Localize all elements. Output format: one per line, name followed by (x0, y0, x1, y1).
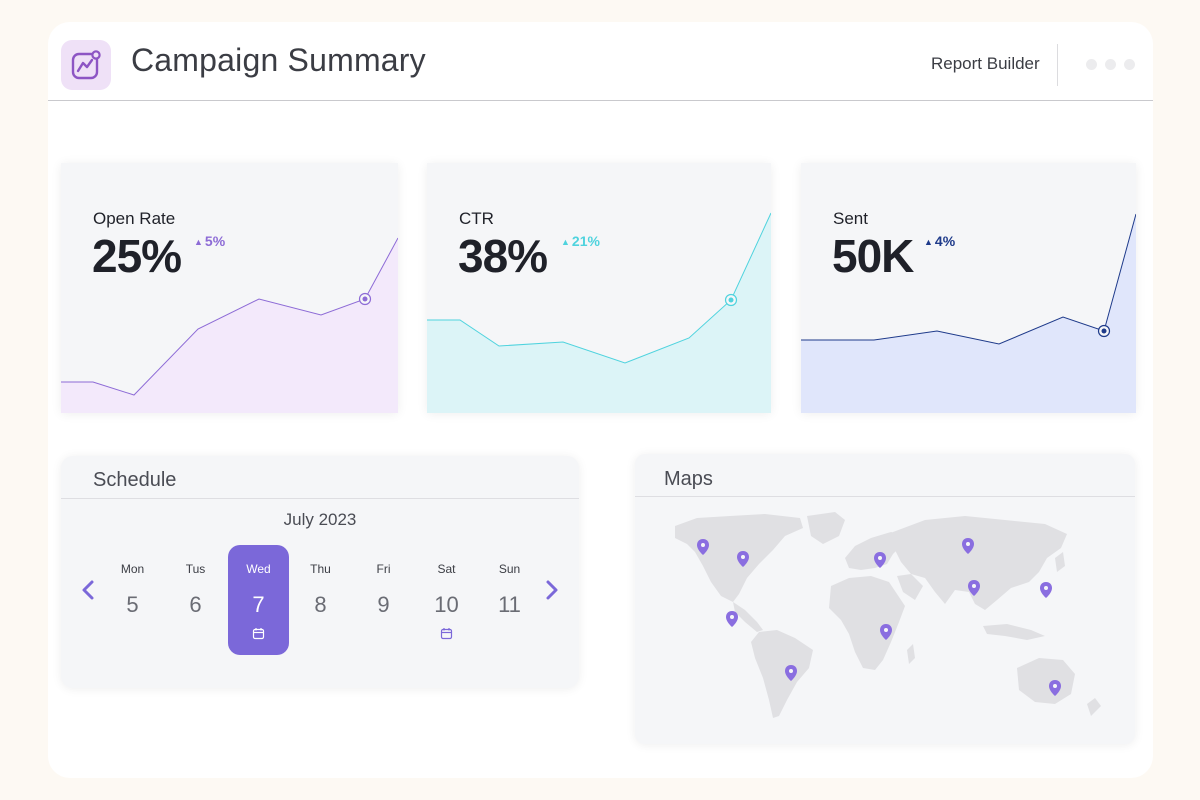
chevron-right-icon[interactable] (539, 576, 565, 604)
metric-card-ctr: CTR 38% ▲ 21% (427, 163, 771, 413)
calendar-day[interactable]: Mon 5 (102, 545, 163, 655)
ctr-sparkline (427, 212, 771, 413)
calendar-day[interactable]: Thu 8 (290, 545, 351, 655)
day-number: 6 (189, 592, 202, 617)
day-name: Thu (310, 562, 331, 576)
report-builder-link[interactable]: Report Builder (931, 54, 1040, 73)
day-name: Fri (376, 562, 391, 576)
metric-label: Sent (833, 209, 868, 228)
schedule-card: Schedule July 2023 Mon 5 Tus 6 Wed 7 Thu (61, 456, 579, 688)
page-title: Campaign Summary (131, 42, 426, 78)
calendar-day[interactable]: Sat 10 (416, 545, 477, 655)
day-name: Wed (246, 562, 271, 576)
metric-card-open-rate: Open Rate 25% ▲ 5% (61, 163, 398, 413)
day-number: 10 (434, 592, 459, 617)
chevron-left-icon[interactable] (75, 576, 101, 604)
metric-delta: ▲ 4% (924, 233, 955, 249)
metric-delta: ▲ 21% (561, 233, 600, 249)
calendar-event-icon (252, 628, 265, 640)
header-bar: Campaign Summary Report Builder (48, 22, 1153, 101)
calendar-day-selected[interactable]: Wed 7 (228, 545, 289, 655)
metric-label: CTR (459, 209, 494, 228)
sent-sparkline (801, 213, 1136, 413)
calendar-day[interactable]: Fri 9 (353, 545, 414, 655)
trend-up-icon: ▲ (561, 237, 570, 247)
day-name: Mon (120, 562, 145, 576)
trend-chart-icon (61, 40, 111, 90)
calendar-day[interactable]: Sun 11 (479, 545, 540, 655)
calendar-day[interactable]: Tus 6 (165, 545, 226, 655)
metric-delta-value: 4% (934, 233, 956, 249)
metric-value: 25% (92, 230, 182, 282)
calendar-month: July 2023 (283, 510, 357, 529)
schedule-title: Schedule (93, 469, 177, 491)
trend-up-icon: ▲ (194, 237, 203, 247)
day-name: Sun (498, 562, 521, 576)
metric-value: 50K (832, 230, 914, 282)
trend-up-icon: ▲ (924, 237, 933, 247)
day-number: 9 (377, 592, 390, 617)
section-divider (635, 496, 1135, 497)
day-number: 11 (498, 592, 521, 617)
more-dots-icon[interactable] (1086, 59, 1135, 70)
open-rate-sparkline (61, 237, 398, 413)
day-name: Tus (185, 562, 206, 576)
metric-delta-value: 21% (571, 233, 600, 249)
metric-delta: ▲ 5% (194, 233, 225, 249)
metric-delta-value: 5% (204, 233, 226, 249)
metric-card-sent: Sent 50K ▲ 4% (801, 163, 1136, 413)
day-name: Sat (437, 562, 456, 576)
metric-label: Open Rate (93, 209, 176, 228)
dashboard-window: Campaign Summary Report Builder Open Rat… (48, 22, 1153, 778)
maps-title: Maps (664, 468, 713, 490)
metric-value: 38% (458, 230, 548, 282)
day-number: 5 (126, 592, 139, 617)
day-number: 7 (252, 592, 265, 617)
section-divider (61, 498, 579, 499)
world-map (675, 512, 1101, 718)
header-divider (1057, 44, 1058, 86)
day-number: 8 (314, 592, 327, 617)
maps-card: Maps (635, 454, 1135, 744)
calendar-event-icon (440, 628, 453, 640)
